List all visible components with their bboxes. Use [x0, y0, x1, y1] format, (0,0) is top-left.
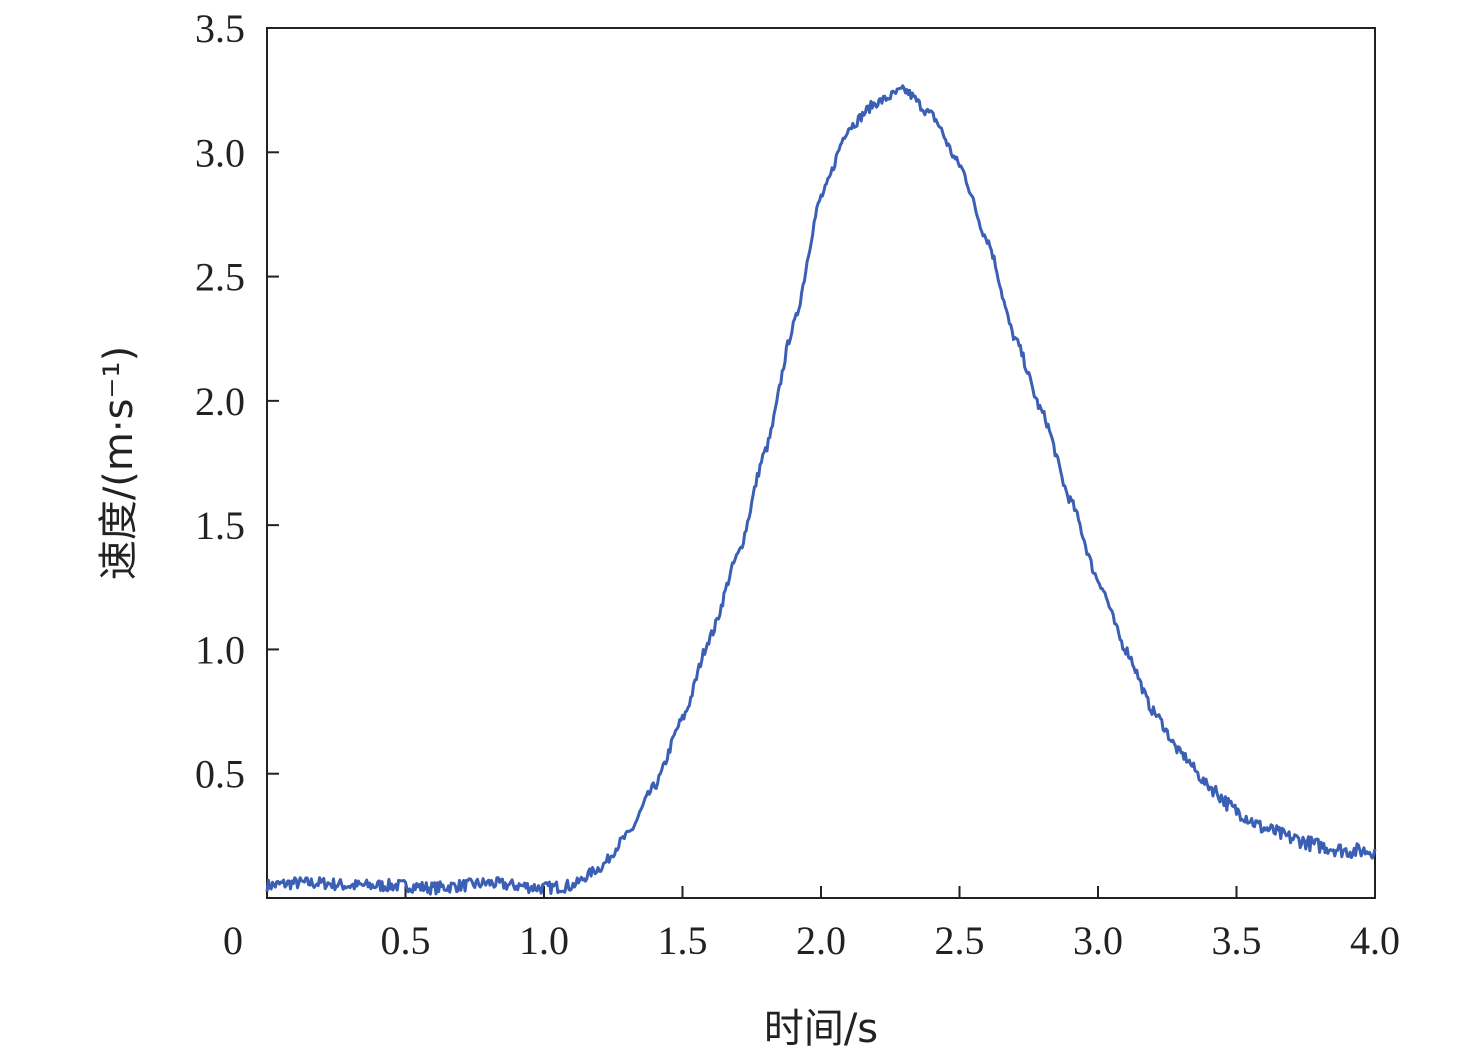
x-tick-label: 1.0 — [519, 918, 569, 963]
y-tick-label: 3.5 — [195, 6, 245, 51]
x-axis: 0 0.5 1.0 1.5 2.0 2.5 3.0 3.5 4.0 — [223, 886, 1400, 963]
x-tick-label: 4.0 — [1350, 918, 1400, 963]
y-axis-title: 速度/(m·s⁻¹) — [96, 346, 142, 580]
velocity-series-line — [265, 84, 1377, 896]
y-tick-label: 1.5 — [195, 503, 245, 548]
plot-frame — [266, 27, 1376, 899]
x-tick-label: 2.0 — [796, 918, 846, 963]
x-axis-title: 时间/s — [764, 1006, 878, 1052]
x-tick-label: 2.5 — [935, 918, 985, 963]
y-tick-label: 3.0 — [195, 130, 245, 175]
y-tick-label: 2.5 — [195, 255, 245, 300]
x-tick-label: 3.0 — [1073, 918, 1123, 963]
x-tick-label: 0 — [223, 918, 243, 963]
y-tick-label: 1.0 — [195, 627, 245, 672]
y-axis: 0.5 1.0 1.5 2.0 2.5 3.0 3.5 — [195, 6, 279, 797]
x-tick-label: 0.5 — [381, 918, 431, 963]
x-tick-label: 1.5 — [658, 918, 708, 963]
x-tick-label: 3.5 — [1212, 918, 1262, 963]
y-tick-label: 2.0 — [195, 379, 245, 424]
y-tick-label: 0.5 — [195, 752, 245, 797]
